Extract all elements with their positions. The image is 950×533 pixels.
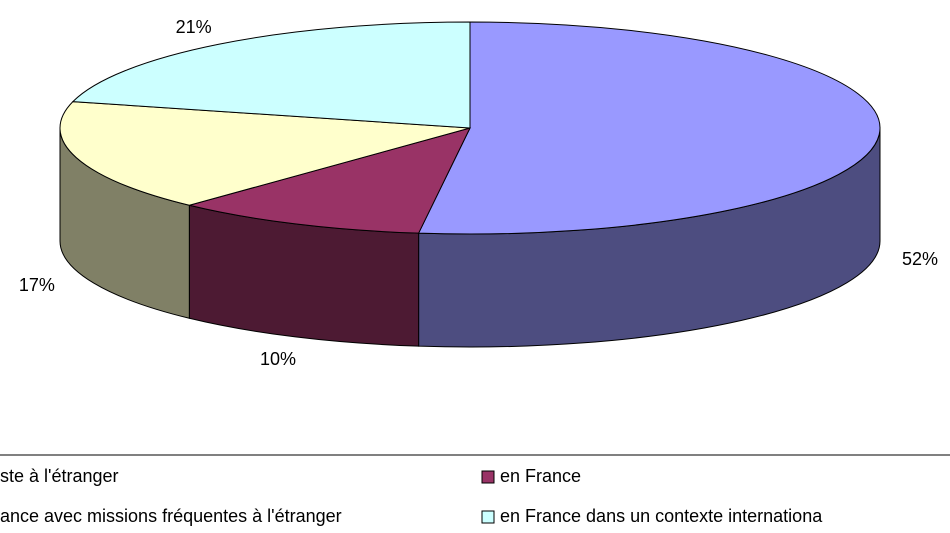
legend-swatch bbox=[481, 470, 495, 484]
pie-slice bbox=[187, 127, 471, 234]
pie-slice bbox=[59, 101, 471, 206]
legend-label: en France bbox=[500, 466, 581, 486]
pie-slice bbox=[417, 21, 881, 235]
data-label: 21% bbox=[176, 17, 212, 37]
legend-label: ste à l'étranger bbox=[0, 466, 119, 486]
data-label: 10% bbox=[260, 349, 296, 369]
legend-label: en France dans un contexte internationa bbox=[500, 506, 823, 526]
legend-swatch bbox=[481, 510, 495, 524]
legend-label: ance avec missions fréquentes à l'étrang… bbox=[0, 506, 342, 526]
data-label: 52% bbox=[902, 249, 938, 269]
pie-slice bbox=[71, 21, 471, 129]
data-label: 17% bbox=[19, 275, 55, 295]
